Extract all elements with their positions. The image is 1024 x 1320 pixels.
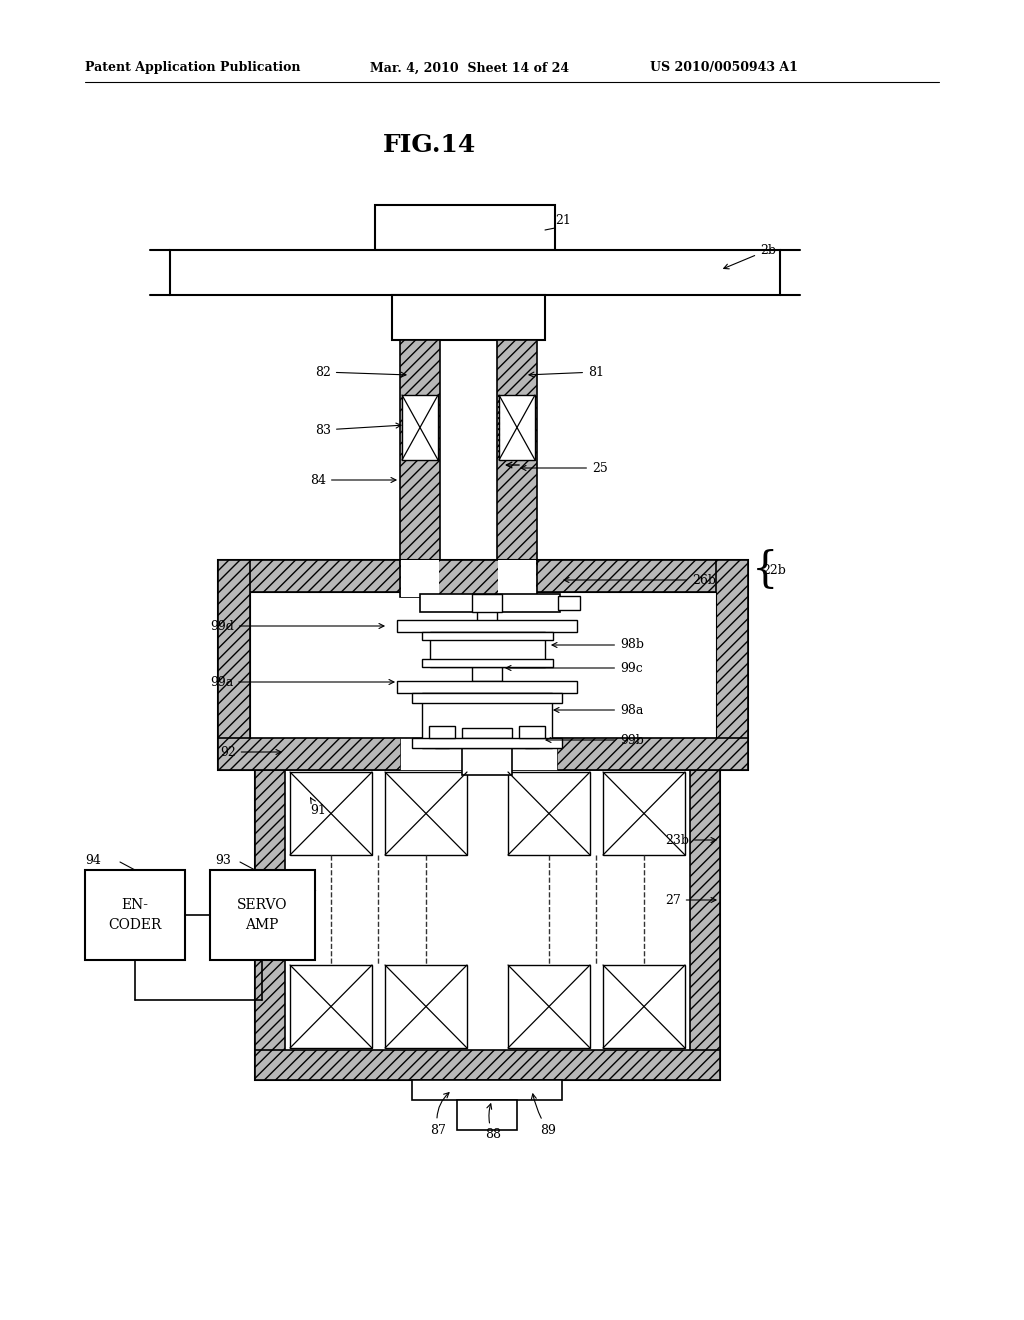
Text: EN-: EN- — [122, 898, 148, 912]
Bar — [385, 772, 467, 855]
Text: 91: 91 — [310, 797, 326, 817]
Bar — [497, 341, 537, 560]
Text: {: { — [752, 549, 778, 591]
Text: AMP: AMP — [246, 917, 279, 932]
Bar — [420, 594, 560, 612]
Text: 26b: 26b — [564, 573, 716, 586]
Text: 93: 93 — [215, 854, 230, 866]
Text: 92: 92 — [220, 746, 281, 759]
Bar — [472, 594, 502, 612]
Bar — [400, 738, 557, 770]
Bar — [422, 632, 553, 640]
Text: 88: 88 — [485, 1104, 501, 1142]
Bar — [457, 1100, 517, 1130]
Bar — [285, 770, 690, 1049]
Bar — [412, 693, 562, 704]
Text: 23b: 23b — [665, 833, 716, 846]
Bar — [210, 870, 315, 960]
Bar — [255, 1049, 720, 1080]
Text: 87: 87 — [430, 1093, 449, 1137]
Bar — [290, 772, 372, 855]
Bar — [603, 772, 685, 855]
Bar — [255, 770, 720, 1080]
Bar — [716, 560, 748, 770]
Bar — [400, 341, 440, 560]
Bar — [218, 560, 748, 770]
Text: 27: 27 — [665, 894, 716, 907]
Bar — [85, 870, 185, 960]
Bar — [218, 738, 748, 770]
Bar — [508, 965, 590, 1048]
Text: 84: 84 — [310, 474, 396, 487]
Bar — [412, 738, 562, 748]
Bar — [392, 294, 545, 341]
Bar — [397, 681, 577, 693]
Text: Mar. 4, 2010  Sheet 14 of 24: Mar. 4, 2010 Sheet 14 of 24 — [370, 62, 569, 74]
Bar — [508, 772, 590, 855]
Text: Patent Application Publication: Patent Application Publication — [85, 62, 300, 74]
Text: 21: 21 — [555, 214, 570, 227]
Bar — [397, 620, 577, 632]
Bar — [402, 395, 438, 459]
Text: 25: 25 — [521, 462, 608, 474]
Text: 99d: 99d — [210, 619, 384, 632]
Bar — [170, 249, 780, 294]
Bar — [401, 560, 439, 597]
Text: 94: 94 — [85, 854, 101, 866]
Bar — [429, 726, 455, 738]
Bar — [462, 738, 512, 775]
Bar — [603, 965, 685, 1048]
Text: FIG.14: FIG.14 — [383, 133, 476, 157]
Bar — [218, 560, 748, 591]
Bar — [435, 738, 449, 748]
Text: 99c: 99c — [506, 661, 643, 675]
Bar — [430, 632, 545, 667]
Bar — [498, 560, 536, 597]
Text: 99b: 99b — [546, 734, 644, 747]
Bar — [218, 738, 748, 770]
Text: US 2010/0050943 A1: US 2010/0050943 A1 — [650, 62, 798, 74]
Text: 22b: 22b — [762, 564, 785, 577]
Bar — [250, 591, 716, 738]
Bar — [519, 726, 545, 738]
Bar — [472, 667, 502, 681]
Text: SERVO: SERVO — [237, 898, 288, 912]
Bar — [462, 729, 512, 738]
Text: 83: 83 — [315, 422, 401, 437]
Bar — [412, 1080, 562, 1100]
Text: 81: 81 — [529, 366, 604, 379]
Bar — [690, 770, 720, 1080]
Bar — [255, 770, 285, 1080]
Bar — [422, 693, 552, 748]
Text: 82: 82 — [315, 366, 406, 379]
Text: 98b: 98b — [552, 639, 644, 652]
Bar — [290, 965, 372, 1048]
Bar — [400, 560, 537, 597]
Text: 89: 89 — [531, 1094, 556, 1137]
Bar — [558, 597, 580, 610]
Text: CODER: CODER — [109, 917, 162, 932]
Text: 98a: 98a — [554, 704, 643, 717]
Bar — [525, 738, 539, 748]
Text: 2b: 2b — [724, 243, 776, 269]
Bar — [385, 965, 467, 1048]
Text: 99a: 99a — [210, 676, 394, 689]
Bar — [422, 659, 553, 667]
Bar — [375, 205, 555, 249]
Bar — [499, 395, 535, 459]
Bar — [218, 560, 250, 770]
